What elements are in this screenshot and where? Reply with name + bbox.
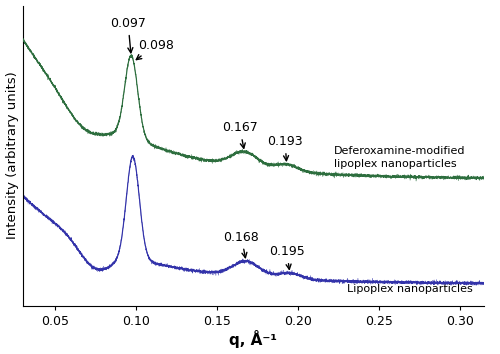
Text: 0.097: 0.097: [110, 17, 146, 53]
X-axis label: q, Å⁻¹: q, Å⁻¹: [230, 330, 278, 348]
Text: 0.168: 0.168: [224, 231, 260, 258]
Text: 0.195: 0.195: [269, 245, 304, 269]
Y-axis label: Intensity (arbitrary units): Intensity (arbitrary units): [6, 72, 18, 239]
Text: 0.167: 0.167: [222, 121, 258, 148]
Text: Lipoplex nanoparticles: Lipoplex nanoparticles: [346, 284, 472, 294]
Text: 0.193: 0.193: [268, 135, 303, 161]
Text: Deferoxamine-modified
lipoplex nanoparticles: Deferoxamine-modified lipoplex nanoparti…: [334, 146, 465, 169]
Text: 0.098: 0.098: [136, 39, 173, 59]
